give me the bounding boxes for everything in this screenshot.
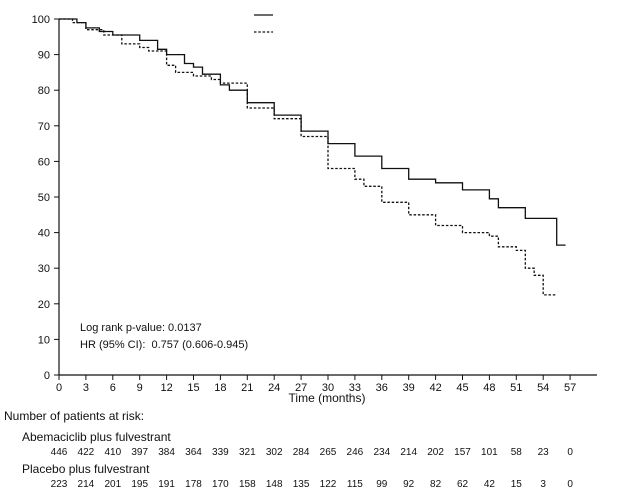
risk-table-cell: 3 bbox=[540, 479, 546, 490]
y-tick-label: 100 bbox=[32, 14, 50, 26]
x-tick-label: 51 bbox=[510, 382, 522, 394]
risk-row-label-placebo: Placebo plus fulvestrant bbox=[22, 462, 150, 476]
risk-table-cell: 158 bbox=[238, 479, 256, 490]
x-tick-label: 45 bbox=[456, 382, 468, 394]
risk-table-cell: 101 bbox=[481, 447, 498, 458]
x-tick-label: 36 bbox=[376, 382, 388, 394]
risk-table-cell: 148 bbox=[265, 479, 283, 490]
x-tick-label: 27 bbox=[295, 382, 307, 394]
x-tick-label: 21 bbox=[241, 382, 253, 394]
risk-table-cell: 62 bbox=[456, 479, 469, 490]
x-tick-label: 57 bbox=[564, 382, 576, 394]
x-axis-ticks: 0 3 6 9 12 15 18 21 24 27 30 33 36 39 42 45 48 51 54 57 bbox=[56, 375, 576, 394]
risk-table-cell: 384 bbox=[158, 447, 175, 458]
risk-table-cell: 410 bbox=[104, 447, 122, 458]
risk-table-cell: 397 bbox=[131, 447, 149, 458]
x-axis-title: Time (months) bbox=[289, 391, 366, 405]
risk-table-cell: 23 bbox=[537, 447, 549, 458]
hazard-ratio-annotation: HR (95% CI): 0.757 (0.606-0.945) bbox=[80, 339, 248, 351]
y-axis-ticks: 0 10 20 30 40 50 60 70 80 90 100 bbox=[32, 14, 59, 382]
x-tick-label: 42 bbox=[429, 382, 441, 394]
y-tick-label: 40 bbox=[38, 228, 50, 240]
risk-row-label-abemaciclib: Abemaciclib plus fulvestrant bbox=[22, 430, 171, 444]
x-tick-label: 24 bbox=[268, 382, 280, 394]
risk-table-cell: 170 bbox=[212, 479, 229, 490]
y-tick-label: 0 bbox=[44, 370, 50, 382]
x-tick-label: 12 bbox=[160, 382, 172, 394]
risk-table-cell: 446 bbox=[50, 447, 68, 458]
x-tick-label: 39 bbox=[403, 382, 415, 394]
x-tick-label: 30 bbox=[322, 382, 334, 394]
log-rank-annotation: Log rank p-value: 0.0137 bbox=[80, 322, 202, 334]
risk-table-cell: 0 bbox=[567, 479, 573, 490]
risk-table-cell: 321 bbox=[238, 447, 256, 458]
risk-table-cell: 178 bbox=[185, 479, 202, 490]
x-tick-label: 15 bbox=[187, 382, 199, 394]
y-tick-label: 20 bbox=[38, 299, 50, 311]
y-tick-label: 80 bbox=[38, 85, 50, 97]
risk-table-cell: 302 bbox=[265, 447, 283, 458]
risk-table-cell: 191 bbox=[158, 479, 175, 490]
y-tick-label: 50 bbox=[38, 192, 50, 204]
risk-table-cell: 214 bbox=[77, 479, 95, 490]
y-tick-label: 30 bbox=[38, 263, 50, 275]
risk-table-cell: 0 bbox=[567, 447, 573, 458]
x-tick-label: 3 bbox=[83, 382, 89, 394]
risk-table-cell: 42 bbox=[483, 479, 495, 490]
risk-table-cell: 339 bbox=[212, 447, 229, 458]
y-tick-label: 90 bbox=[38, 50, 50, 62]
x-tick-label: 48 bbox=[483, 382, 495, 394]
risk-table-cell: 202 bbox=[427, 447, 444, 458]
risk-table-cell: 265 bbox=[319, 447, 337, 458]
risk-table-cell: 364 bbox=[185, 447, 202, 458]
x-tick-label: 33 bbox=[349, 382, 361, 394]
risk-table-title: Number of patients at risk: bbox=[4, 409, 145, 423]
x-tick-label: 0 bbox=[56, 382, 62, 394]
risk-table-cell: 157 bbox=[454, 447, 471, 458]
risk-table-cell: 135 bbox=[292, 479, 310, 490]
risk-table-cell: 422 bbox=[77, 447, 95, 458]
survival-curves bbox=[59, 18, 566, 296]
risk-table-cell: 234 bbox=[373, 447, 391, 458]
risk-table-cell: 201 bbox=[104, 479, 122, 490]
risk-table-cell: 195 bbox=[131, 479, 149, 490]
abemaciclib-curve bbox=[59, 18, 566, 246]
x-tick-label: 18 bbox=[214, 382, 226, 394]
y-tick-label: 60 bbox=[38, 156, 50, 168]
risk-table-cell: 115 bbox=[346, 479, 363, 490]
legend bbox=[254, 14, 273, 33]
risk-table-cell: 82 bbox=[430, 479, 442, 490]
x-tick-label: 6 bbox=[110, 382, 116, 394]
risk-table-cell: 122 bbox=[319, 479, 337, 490]
x-tick-label: 54 bbox=[537, 382, 549, 394]
risk-table-cell: 214 bbox=[400, 447, 418, 458]
risk-table-cell: 92 bbox=[403, 479, 415, 490]
y-tick-label: 70 bbox=[38, 121, 50, 133]
y-tick-label: 10 bbox=[38, 334, 50, 346]
x-tick-label: 9 bbox=[137, 382, 143, 394]
risk-table-cell: 223 bbox=[50, 479, 68, 490]
risk-table-cell: 246 bbox=[346, 447, 364, 458]
risk-table-cell: 284 bbox=[292, 447, 310, 458]
risk-table-cell: 15 bbox=[510, 479, 522, 490]
risk-table-cell: 99 bbox=[376, 479, 388, 490]
risk-table-cell: 58 bbox=[510, 447, 522, 458]
placebo-curve bbox=[59, 18, 557, 296]
